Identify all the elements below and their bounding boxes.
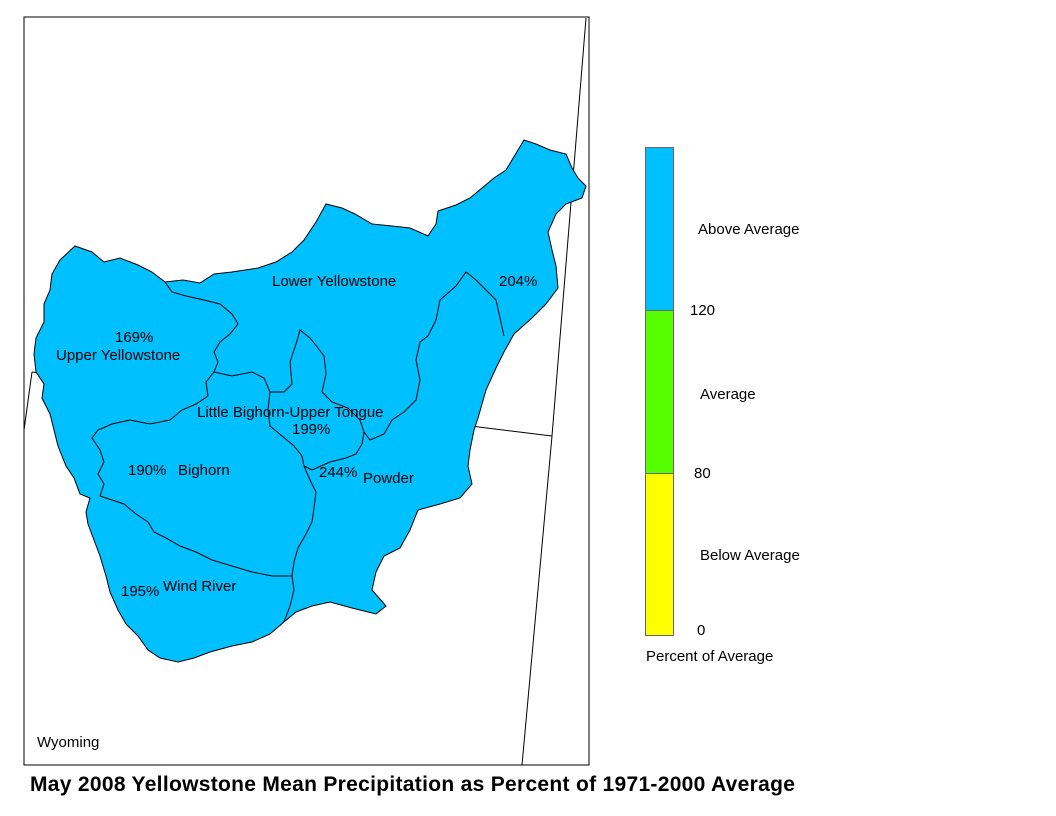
label-upper-yellowstone: Upper Yellowstone: [56, 347, 180, 364]
state-boundary-east-upper: [551, 17, 587, 437]
legend-label-average: Average: [700, 386, 756, 403]
legend-swatch-below-average: [645, 473, 674, 636]
label-lower-yellowstone-percent: 204%: [499, 273, 537, 290]
state-label: Wyoming: [37, 734, 100, 751]
label-powder: Powder: [363, 470, 414, 487]
legend-break-0: 0: [697, 622, 706, 639]
label-wind-river: Wind River: [163, 578, 236, 595]
legend-swatch-above-average: [645, 147, 674, 311]
label-powder-percent: 244%: [319, 464, 357, 481]
legend-swatch-average: [645, 310, 674, 474]
state-boundary-west: [23, 371, 33, 431]
legend-title: Percent of Average: [646, 648, 774, 665]
label-lower-yellowstone: Lower Yellowstone: [272, 273, 396, 290]
state-boundary-east-lower: [521, 435, 553, 766]
label-little-bighorn-upper-tongue-percent: 199%: [292, 421, 330, 438]
legend-label-below-average: Below Average: [700, 547, 800, 564]
basin-region: [33, 139, 587, 663]
label-upper-yellowstone-percent: 169%: [115, 329, 153, 346]
label-wind-river-percent: 195%: [121, 583, 159, 600]
legend-break-120: 120: [690, 302, 716, 319]
page-title: May 2008 Yellowstone Mean Precipitation …: [30, 773, 796, 796]
legend-label-above-average: Above Average: [698, 221, 800, 238]
divide-wind-river-powder: [283, 575, 295, 623]
label-bighorn-percent: 190%: [128, 462, 166, 479]
divide-bighorn-wind-river: [99, 495, 292, 577]
basin-divides: [91, 271, 505, 623]
divide-upper-yellowstone-bighorn: [91, 371, 215, 497]
legend-break-80: 80: [694, 465, 711, 482]
divide-upper-lower-yellowstone: [164, 281, 239, 373]
label-bighorn: Bighorn: [178, 462, 230, 479]
basin-labels: Lower Yellowstone 204% 169% Upper Yellow…: [56, 273, 537, 600]
label-little-bighorn-upper-tongue: Little Bighorn-Upper Tongue: [197, 404, 384, 421]
divide-bighorn-powder: [291, 465, 317, 577]
